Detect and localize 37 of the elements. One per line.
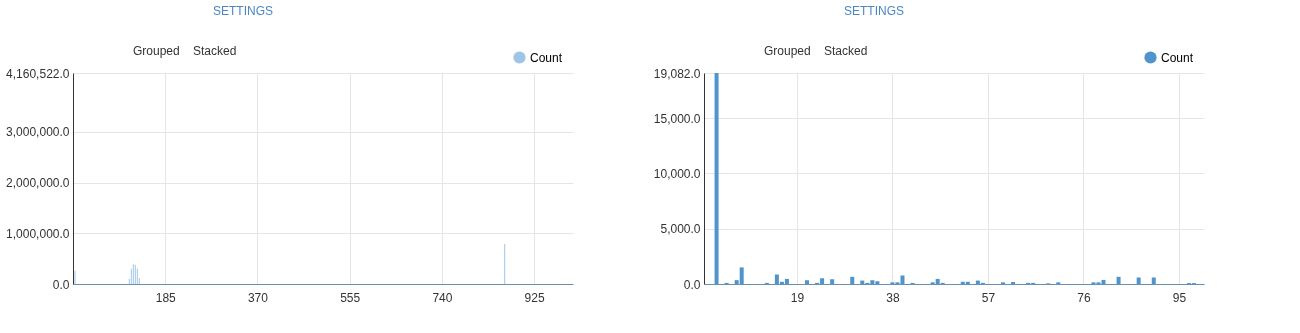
text: Stacked — [824, 44, 868, 58]
text: SETTINGS — [213, 4, 274, 18]
x-tick-label: 555 — [340, 290, 361, 305]
y-tick-label: 0.0 — [683, 277, 701, 292]
text: Stacked — [193, 44, 237, 58]
legend-label: Count — [1161, 50, 1194, 65]
x-tick-label: 740 — [432, 290, 453, 305]
bar — [1116, 276, 1121, 284]
y-tick-label: 19,082.0 — [653, 66, 701, 81]
x-tick-label: 370 — [247, 290, 269, 305]
text: Grouped — [133, 44, 180, 58]
bar — [784, 278, 789, 284]
y-tick-label: 10,000.0 — [653, 166, 701, 181]
bar — [1136, 277, 1141, 284]
y-tick-label: 15,000.0 — [653, 111, 701, 126]
x-tick-label: 76 — [1077, 290, 1091, 305]
y-tick-label: 4,160,522.0 — [6, 66, 70, 81]
bar — [805, 280, 810, 284]
x-tick-label: 95 — [1172, 290, 1187, 305]
bar — [1151, 277, 1156, 284]
bar — [714, 73, 719, 284]
legend-label: Count — [530, 50, 563, 65]
bar — [830, 279, 835, 284]
x-tick-label: 57 — [981, 290, 996, 305]
y-tick-label: 1,000,000.0 — [6, 226, 70, 241]
x-tick-label: 19 — [790, 290, 805, 305]
text: Grouped — [764, 44, 811, 58]
y-tick-label: 5,000.0 — [660, 222, 701, 237]
bar — [739, 267, 744, 284]
text: SETTINGS — [844, 4, 905, 18]
x-tick-label: 38 — [886, 290, 900, 305]
bar — [850, 276, 855, 284]
y-tick-label: 0.0 — [52, 277, 70, 292]
x-tick-label: 925 — [524, 290, 545, 305]
x-tick-label: 185 — [155, 290, 177, 305]
y-tick-label: 3,000,000.0 — [6, 125, 70, 140]
y-tick-label: 2,000,000.0 — [6, 176, 70, 191]
